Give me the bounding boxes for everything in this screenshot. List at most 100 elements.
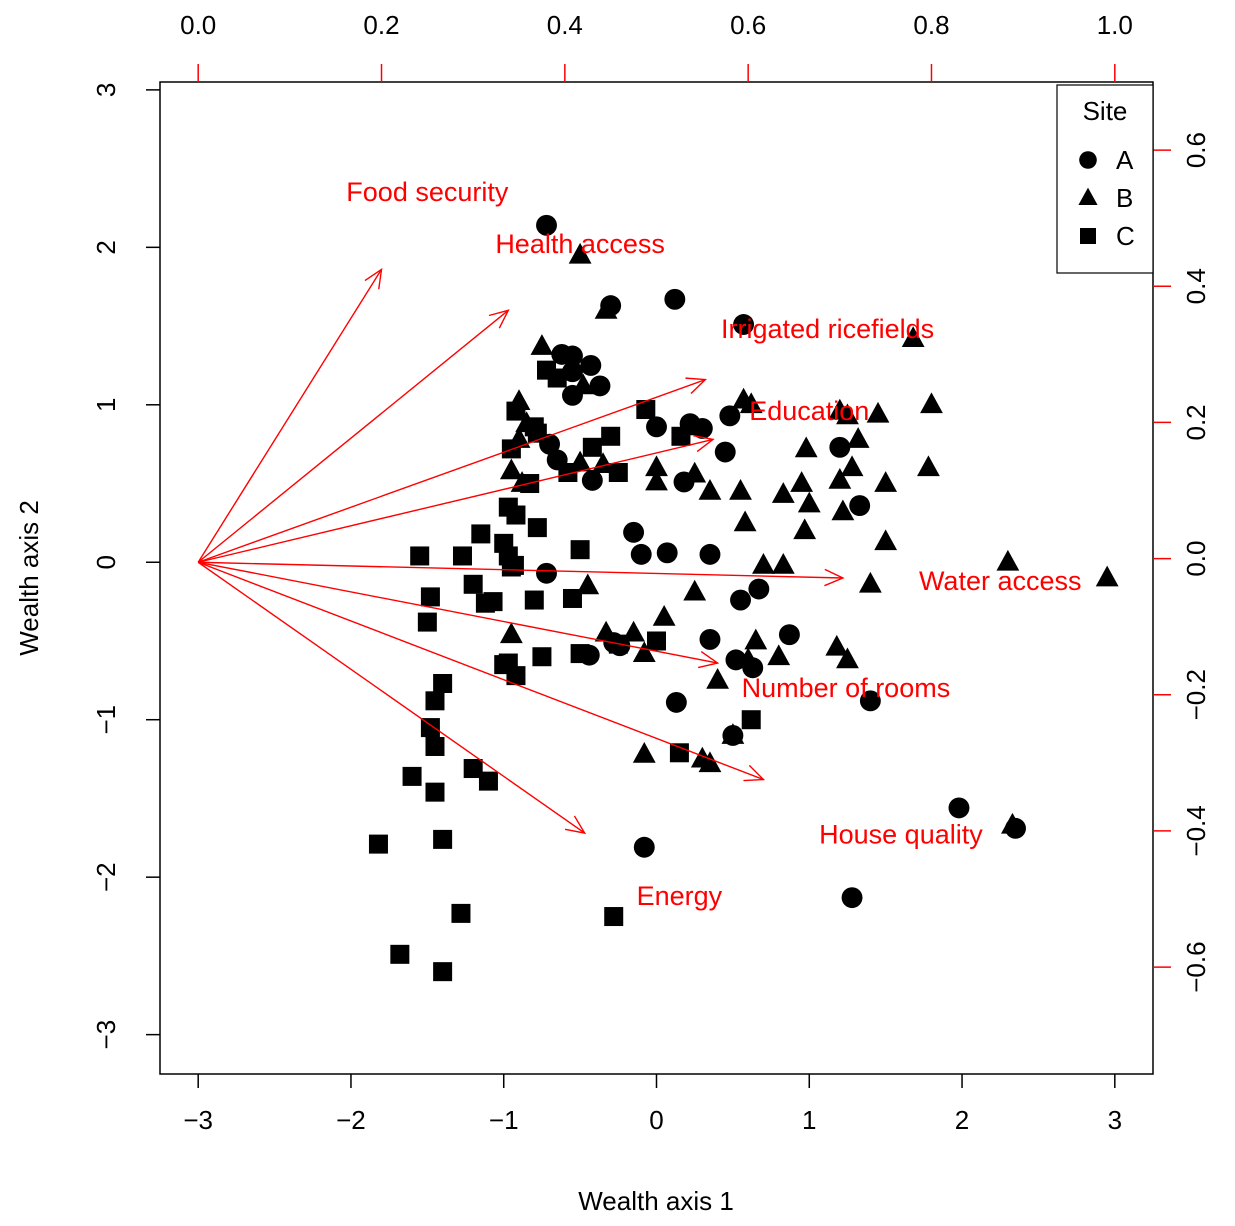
point-site-b	[744, 628, 768, 650]
point-site-b	[836, 647, 859, 669]
point-site-b	[771, 553, 795, 574]
point-site-b	[568, 242, 592, 264]
point-site-b	[706, 667, 730, 689]
legend-label-a: A	[1116, 145, 1134, 175]
point-site-b	[645, 455, 668, 477]
arrow-shaft	[197, 269, 383, 563]
y-tick-label: −1	[91, 705, 121, 735]
top-tick-label: 0.0	[180, 10, 216, 40]
point-site-a	[699, 628, 721, 650]
point-site-a	[719, 405, 741, 427]
right-tick-label: −0.2	[1181, 669, 1211, 720]
point-site-c	[547, 368, 567, 388]
arrow-label: Irrigated ricefields	[721, 314, 934, 344]
point-site-a	[623, 521, 645, 543]
y-tick-label: −2	[91, 862, 121, 892]
point-site-c	[671, 426, 691, 446]
point-site-c	[582, 437, 602, 457]
point-site-c	[425, 691, 445, 711]
point-site-c	[471, 524, 491, 544]
point-site-b	[794, 436, 818, 458]
point-site-b	[793, 518, 817, 540]
point-site-c	[506, 505, 526, 525]
point-site-c	[504, 555, 524, 575]
point-site-b	[920, 392, 943, 414]
arrow-label: Education	[749, 396, 869, 426]
point-site-a	[633, 836, 655, 858]
legend-label-c: C	[1116, 221, 1135, 251]
point-site-c	[417, 612, 437, 632]
arrow-label: Energy	[637, 881, 723, 911]
point-site-c	[527, 518, 547, 538]
top-tick-label: 0.2	[363, 10, 399, 40]
point-site-a	[730, 589, 751, 611]
legend-box	[1056, 84, 1154, 274]
point-site-b	[797, 491, 821, 513]
point-site-b	[499, 622, 523, 644]
left-axis: −3 −2 −1 0 1 2 3	[91, 83, 160, 1049]
point-site-b	[690, 746, 714, 768]
arrow-head	[697, 650, 720, 669]
bottom-axis: −3 −2 −1 0 1 2 3	[183, 1074, 1122, 1135]
point-site-b	[736, 647, 760, 669]
arrow-head	[488, 309, 510, 329]
point-site-c	[402, 766, 422, 786]
x-tick-label: 0	[649, 1105, 663, 1135]
point-site-c	[562, 588, 582, 608]
point-site-a	[748, 578, 770, 600]
top-axis: 0.0 0.2 0.4 0.6 0.8 1.0	[180, 10, 1133, 82]
point-site-b	[828, 468, 852, 489]
legend-title: Site	[1083, 96, 1128, 126]
point-site-b	[752, 553, 775, 574]
point-site-b	[831, 499, 855, 521]
arrow-head	[685, 377, 708, 394]
point-site-a	[536, 562, 557, 584]
point-site-c	[433, 673, 453, 693]
arrow-head	[824, 568, 845, 587]
right-tick-label: 0.6	[1181, 132, 1211, 168]
arrow-shaft	[198, 438, 714, 563]
point-site-b	[739, 392, 763, 414]
point-site-a	[562, 361, 583, 383]
point-site-b	[591, 452, 615, 474]
point-site-b	[530, 334, 554, 355]
legend-marker-c	[1080, 228, 1096, 244]
point-site-b	[825, 634, 849, 656]
arrow-shaft	[197, 378, 706, 563]
point-site-c	[425, 782, 445, 802]
legend-label-b: B	[1116, 183, 1133, 213]
arrow-shaft	[198, 561, 718, 664]
point-site-a	[656, 542, 678, 564]
point-site-a	[948, 797, 970, 819]
point-site-c	[420, 718, 440, 738]
y-tick-label: 3	[91, 83, 121, 97]
point-site-c	[604, 907, 624, 927]
point-site-c	[601, 426, 621, 446]
point-site-a	[778, 624, 800, 646]
point-site-a	[859, 690, 881, 712]
point-site-a	[699, 543, 721, 565]
point-site-b	[645, 469, 668, 491]
point-site-a	[665, 691, 687, 713]
point-site-b	[594, 297, 618, 319]
point-site-c	[451, 903, 471, 923]
point-site-b	[698, 479, 722, 500]
point-site-b	[767, 644, 791, 666]
point-site-b	[996, 549, 1020, 571]
point-site-b	[874, 471, 898, 492]
point-site-b	[901, 326, 925, 348]
point-site-b	[632, 741, 656, 763]
y-axis-title: Wealth axis 2	[14, 500, 44, 656]
point-site-b	[866, 401, 890, 423]
point-site-a	[562, 345, 583, 367]
arrow-head	[693, 435, 715, 453]
x-tick-label: −2	[336, 1105, 366, 1135]
point-site-b	[1095, 565, 1119, 587]
x-tick-label: 2	[955, 1105, 969, 1135]
point-site-c	[524, 590, 544, 610]
point-site-b	[790, 471, 814, 492]
point-site-c	[425, 736, 445, 756]
point-site-a	[714, 441, 736, 463]
arrow-shaft	[197, 309, 509, 563]
